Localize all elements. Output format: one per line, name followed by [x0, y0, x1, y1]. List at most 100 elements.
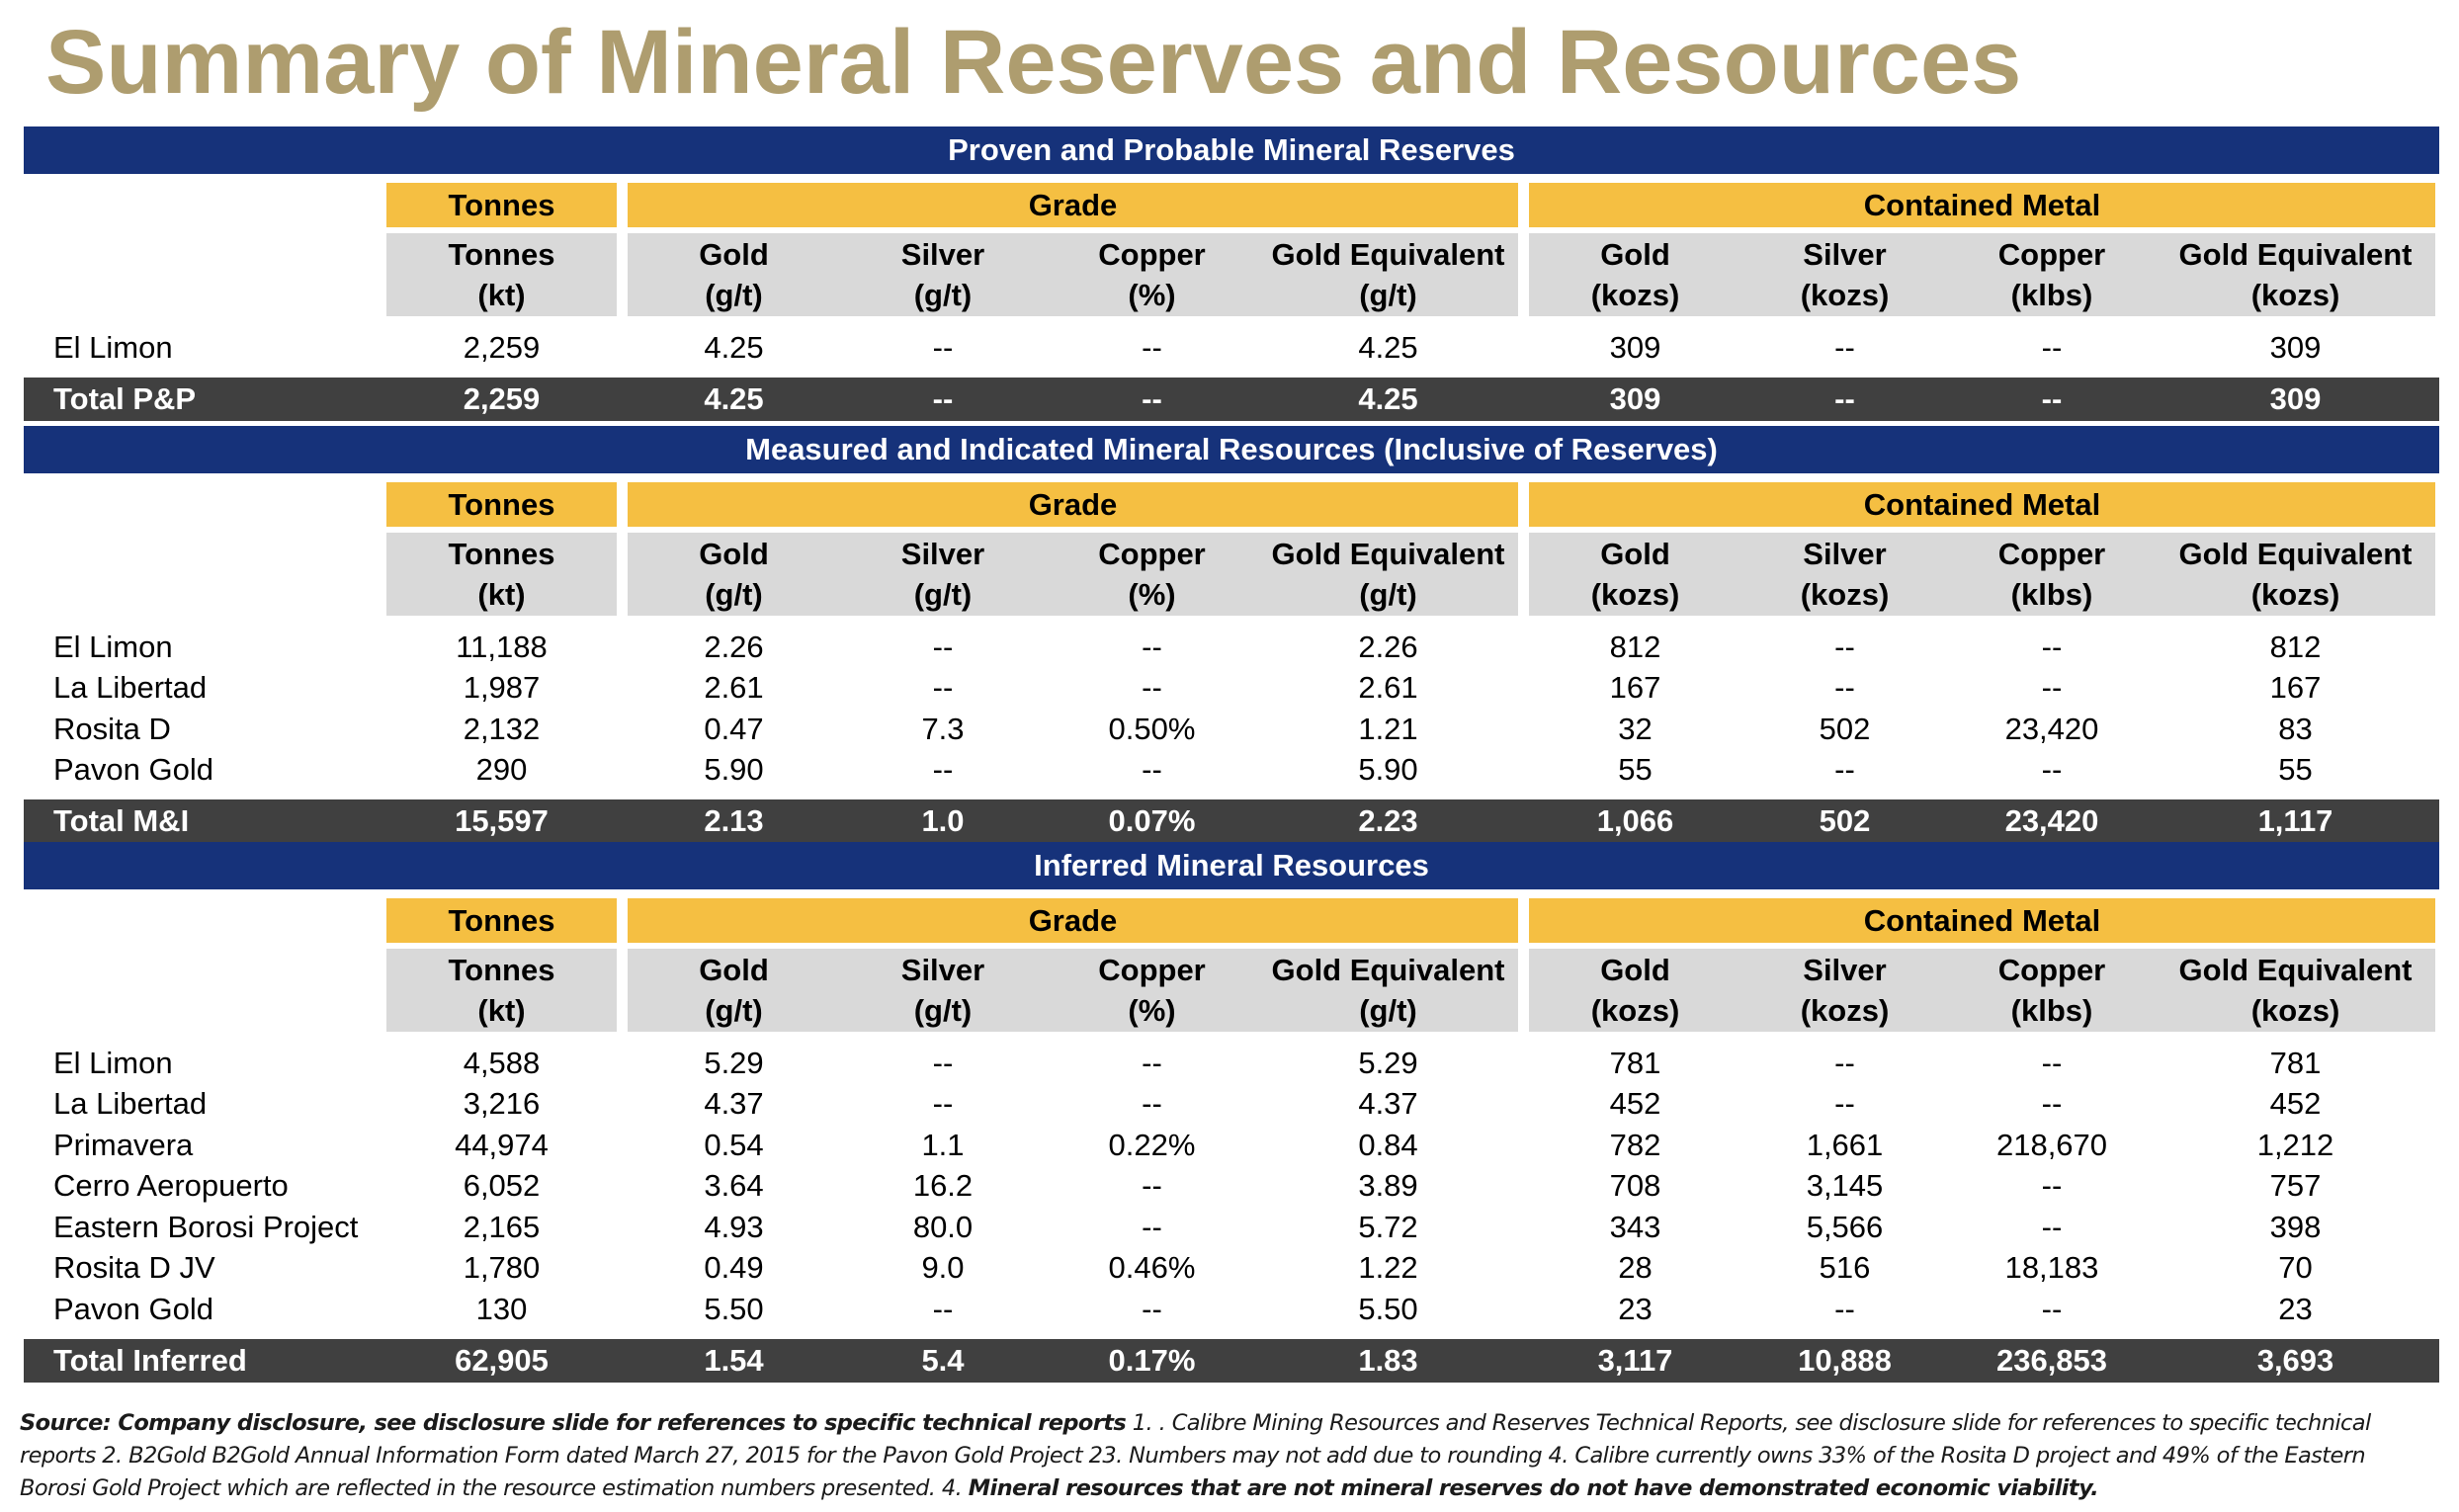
cell-value: -- [1142, 752, 1162, 788]
group-header-contained-metal: Contained Metal [1529, 898, 2435, 943]
column-header-unit: (kozs) [2250, 577, 2340, 612]
section-proven-probable-reserves: Proven and Probable Mineral Reserves Tonn… [24, 126, 2439, 421]
column-header-unit: (kozs) [1800, 577, 1890, 612]
gap [1518, 1032, 1529, 1034]
project-name: Rosita D [53, 711, 171, 746]
cell-value: 236,853 [1995, 1342, 2108, 1378]
cell-value: -- [932, 1086, 954, 1122]
gap [617, 183, 628, 227]
cell-value: 516 [1819, 1250, 1871, 1286]
cell-value: 781 [1609, 1045, 1661, 1080]
cell-value: 2,132 [463, 711, 541, 746]
column-header: Gold (kozs) [1529, 949, 1741, 1032]
column-header-label: Silver [900, 537, 985, 571]
table-row: El Limon 4,588 5.29 -- -- 5.29 781 -- -- 781 [24, 1043, 2439, 1084]
total-label: Total M&I [53, 803, 190, 838]
cell-value: 1.83 [1358, 1342, 1418, 1378]
total-label: Total P&P [53, 380, 197, 416]
cell-value: -- [2041, 1291, 2063, 1326]
cell-value: 10,888 [1798, 1342, 1892, 1378]
column-header-unit: (kozs) [1590, 577, 1680, 612]
column-header: Gold Equivalent (kozs) [2156, 233, 2435, 316]
gap [1518, 898, 1529, 943]
cell-value: 5.50 [704, 1291, 764, 1326]
cell-value: 0.54 [704, 1127, 764, 1162]
column-header: Silver (kozs) [1741, 949, 1948, 1032]
column-header: Gold Equivalent (g/t) [1258, 533, 1518, 616]
cell-value: 1.1 [921, 1127, 965, 1162]
cell-value: -- [1834, 329, 1855, 365]
cell-value: -- [2041, 380, 2063, 416]
cell-value: 0.84 [1358, 1127, 1418, 1162]
cell-value: -- [1142, 1045, 1162, 1080]
column-header-label: Gold Equivalent [2178, 953, 2413, 987]
cell-value: 44,974 [455, 1127, 549, 1162]
cell-value: 4.25 [704, 329, 764, 365]
table-row: Eastern Borosi Project 2,165 4.93 80.0 -- 5.7… [24, 1207, 2439, 1248]
cell-value: 3,117 [1597, 1342, 1673, 1378]
cell-value: 0.50% [1108, 711, 1196, 746]
cell-value: 1.0 [921, 803, 965, 838]
cell-value: 5.90 [1358, 752, 1418, 788]
cell-value: -- [1834, 1045, 1855, 1080]
table-row: Primavera 44,974 0.54 1.1 0.22% 0.84 782 1,661 2… [24, 1125, 2439, 1166]
column-header-label: Copper [1098, 537, 1206, 571]
column-header: Copper (klbs) [1948, 949, 2156, 1032]
group-header-tonnes: Tonnes [386, 898, 617, 943]
total-row: Total M&I 15,597 2.13 1.0 0.07% 2.23 1,066 502 2… [24, 799, 2439, 843]
gap [617, 898, 628, 943]
gap [617, 616, 628, 618]
cell-value: 5.4 [921, 1342, 965, 1378]
column-header-unit: (%) [1128, 278, 1176, 312]
cell-value: 5.50 [1358, 1291, 1418, 1326]
cell-value: 1,661 [1806, 1127, 1884, 1162]
column-header-unit: (kozs) [1590, 993, 1680, 1028]
group-header-grade: Grade [628, 898, 1518, 943]
column-header-label: Gold [1600, 953, 1670, 987]
column-header-unit: (g/t) [913, 993, 973, 1028]
column-header: Silver (kozs) [1741, 233, 1948, 316]
cell-value: 309 [1609, 329, 1661, 365]
cell-value: 0.47 [704, 711, 764, 746]
table-row: El Limon 11,188 2.26 -- -- 2.26 812 -- -- 812 [24, 627, 2439, 668]
cell-value: 0.07% [1108, 803, 1196, 838]
cell-value: 4.25 [704, 380, 764, 416]
section-title: Inferred Mineral Resources [24, 842, 2439, 889]
cell-value: -- [2041, 1209, 2063, 1244]
column-header: Gold (g/t) [628, 533, 840, 616]
cell-value: 5.72 [1358, 1209, 1418, 1244]
cell-value: 16.2 [912, 1168, 974, 1204]
column-header-unit: (g/t) [705, 993, 763, 1028]
cell-value: -- [932, 629, 954, 664]
project-name: Pavon Gold [53, 1291, 213, 1326]
column-header-unit: (%) [1128, 577, 1176, 612]
column-header-unit: (g/t) [913, 278, 973, 312]
group-header-grade: Grade [628, 183, 1518, 227]
column-header-unit: (klbs) [2010, 993, 2093, 1028]
column-header-row: Tonnes (kt) Gold (g/t) Silver (g/t) Copper (%) G… [24, 533, 2439, 618]
footnote-source: Source: Company disclosure, see disclosu… [20, 1410, 1127, 1436]
cell-value: 23 [1618, 1291, 1653, 1326]
column-header-unit: (g/t) [1359, 577, 1417, 612]
cell-value: 2.26 [704, 629, 764, 664]
cell-value: -- [932, 380, 954, 416]
cell-value: 2,259 [463, 380, 541, 416]
cell-value: -- [2041, 629, 2063, 664]
cell-value: -- [1142, 670, 1162, 706]
cell-value: 2.61 [1358, 670, 1418, 706]
column-header-label: Gold [1600, 237, 1670, 272]
group-header-tonnes: Tonnes [386, 482, 617, 527]
cell-value: 502 [1819, 803, 1871, 838]
empty-cell [24, 183, 386, 227]
cell-value: 70 [2278, 1250, 2313, 1286]
cell-value: 3,216 [463, 1086, 541, 1122]
cell-value: 5.29 [704, 1045, 764, 1080]
column-header: Tonnes (kt) [386, 949, 617, 1032]
column-header: Gold Equivalent (g/t) [1258, 233, 1518, 316]
cell-value: -- [932, 752, 954, 788]
column-header-label: Copper [1098, 953, 1206, 987]
table-row: Cerro Aeropuerto 6,052 3.64 16.2 -- 3.89 708 3,… [24, 1166, 2439, 1208]
cell-value: -- [932, 1291, 954, 1326]
column-header: Gold Equivalent (kozs) [2156, 949, 2435, 1032]
cell-value: 4.37 [704, 1086, 764, 1122]
